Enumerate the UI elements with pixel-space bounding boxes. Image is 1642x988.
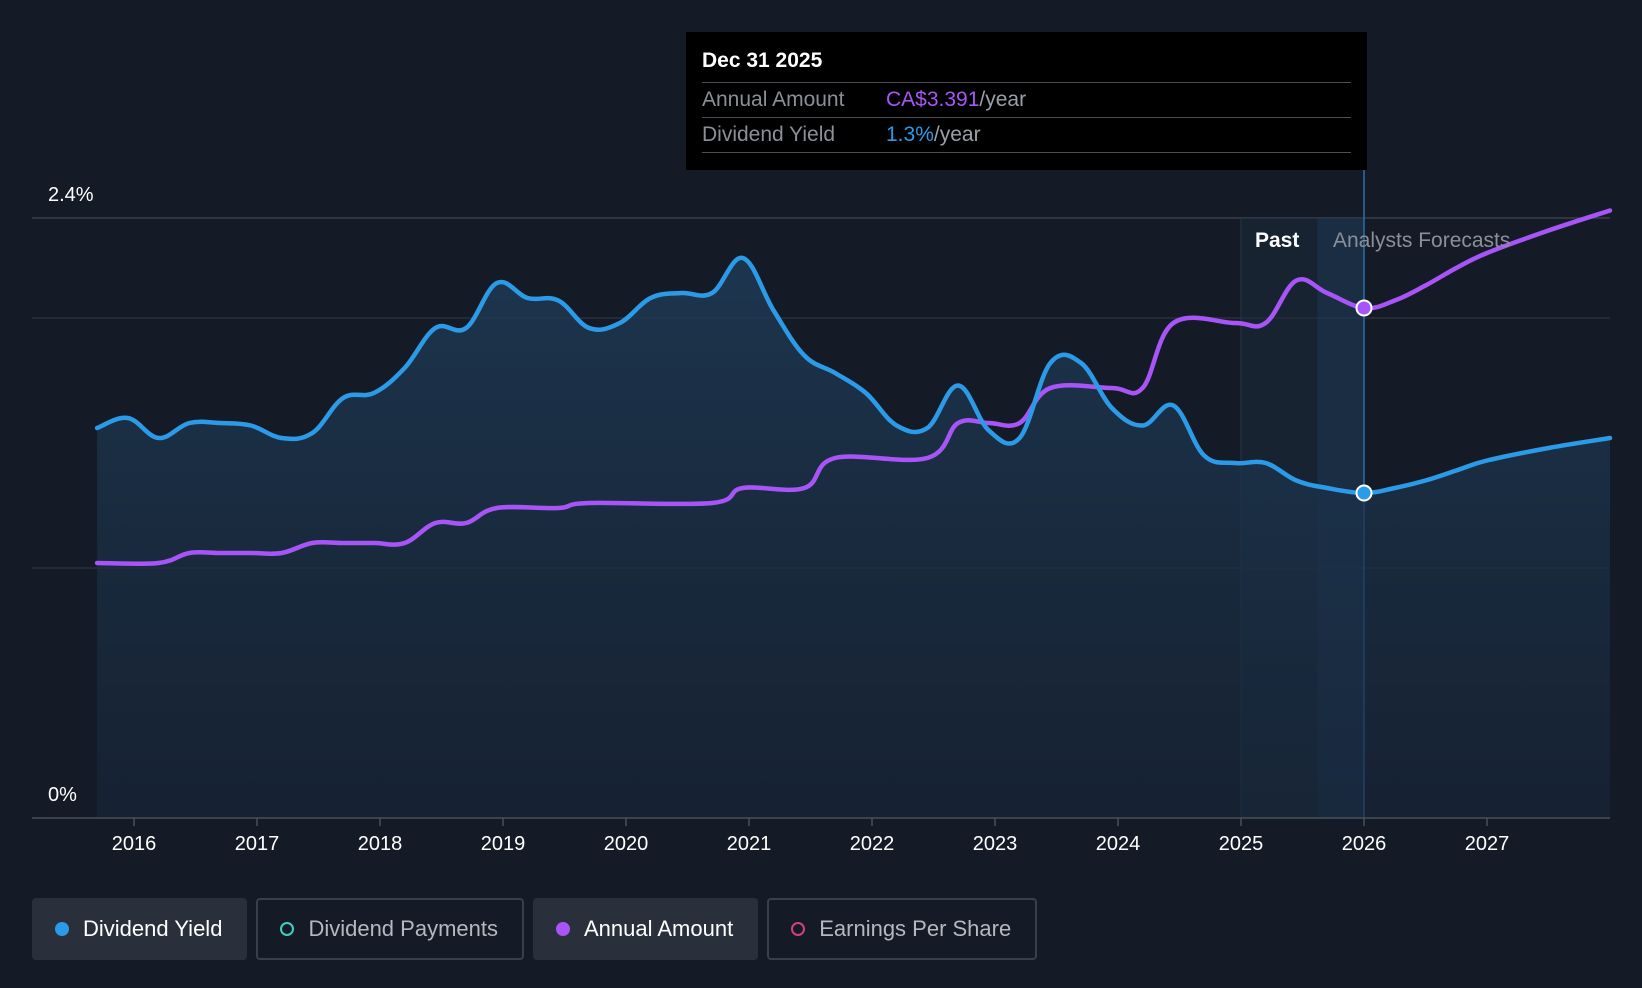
legend-dividend-yield[interactable]: Dividend Yield xyxy=(32,898,248,960)
tooltip-value: CA$3.391 xyxy=(886,88,980,111)
x-tick-label: 2022 xyxy=(850,833,895,855)
x-tick-label: 2023 xyxy=(973,833,1018,855)
tooltip-row-dividend-yield: Dividend Yield 1.3% /year xyxy=(702,117,1351,153)
past-region-label: Past xyxy=(1255,229,1300,252)
forecast-region-label: Analysts Forecasts xyxy=(1333,229,1511,252)
earnings-per-share-ring-icon xyxy=(791,922,806,936)
x-tick-label: 2026 xyxy=(1342,833,1387,855)
chart-tooltip: Dec 31 2025 Annual Amount CA$3.391 /year… xyxy=(686,32,1367,170)
x-tick-label: 2018 xyxy=(358,833,403,855)
x-tick-label: 2019 xyxy=(481,833,526,855)
x-tick-label: 2027 xyxy=(1465,833,1510,855)
x-tick-label: 2020 xyxy=(604,833,649,855)
tooltip-unit: /year xyxy=(979,88,1027,111)
legend-label: Dividend Yield xyxy=(83,916,223,941)
dividend-payments-ring-icon xyxy=(280,922,295,936)
dividend-yield-line xyxy=(94,255,1613,496)
annual-amount-dot-icon xyxy=(555,922,570,936)
x-tick-label: 2016 xyxy=(112,833,157,855)
tooltip-date: Dec 31 2025 xyxy=(702,49,823,72)
legend-label: Annual Amount xyxy=(583,916,734,941)
dividend-yield-marker xyxy=(1355,484,1373,502)
tooltip-label: Dividend Yield xyxy=(702,123,836,146)
dividend-yield-area xyxy=(97,257,1611,818)
legend-dividend-payments[interactable]: Dividend Payments xyxy=(256,898,524,960)
tooltip-unit: /year xyxy=(933,123,981,146)
chart-legend: Dividend Yield Dividend Payments Annual … xyxy=(32,898,1038,962)
x-tick-label: 2024 xyxy=(1096,833,1141,855)
tooltip-value: 1.3% xyxy=(886,123,934,146)
legend-annual-amount[interactable]: Annual Amount xyxy=(532,898,759,960)
x-tick-label: 2025 xyxy=(1219,833,1264,855)
y-axis-top-label: 2.4% xyxy=(48,184,94,206)
tooltip-row-annual-amount: Annual Amount CA$3.391 /year xyxy=(702,82,1351,117)
x-tick-label: 2021 xyxy=(727,833,772,855)
legend-label: Dividend Payments xyxy=(308,916,498,941)
legend-label: Earnings Per Share xyxy=(819,916,1012,941)
dividend-yield-dot-icon xyxy=(55,922,69,936)
y-axis-bottom-label: 0% xyxy=(48,784,77,806)
annual-amount-marker xyxy=(1355,299,1373,317)
tooltip-label: Annual Amount xyxy=(702,88,845,111)
legend-earnings-per-share[interactable]: Earnings Per Share xyxy=(767,898,1038,960)
x-tick-label: 2017 xyxy=(235,833,280,855)
